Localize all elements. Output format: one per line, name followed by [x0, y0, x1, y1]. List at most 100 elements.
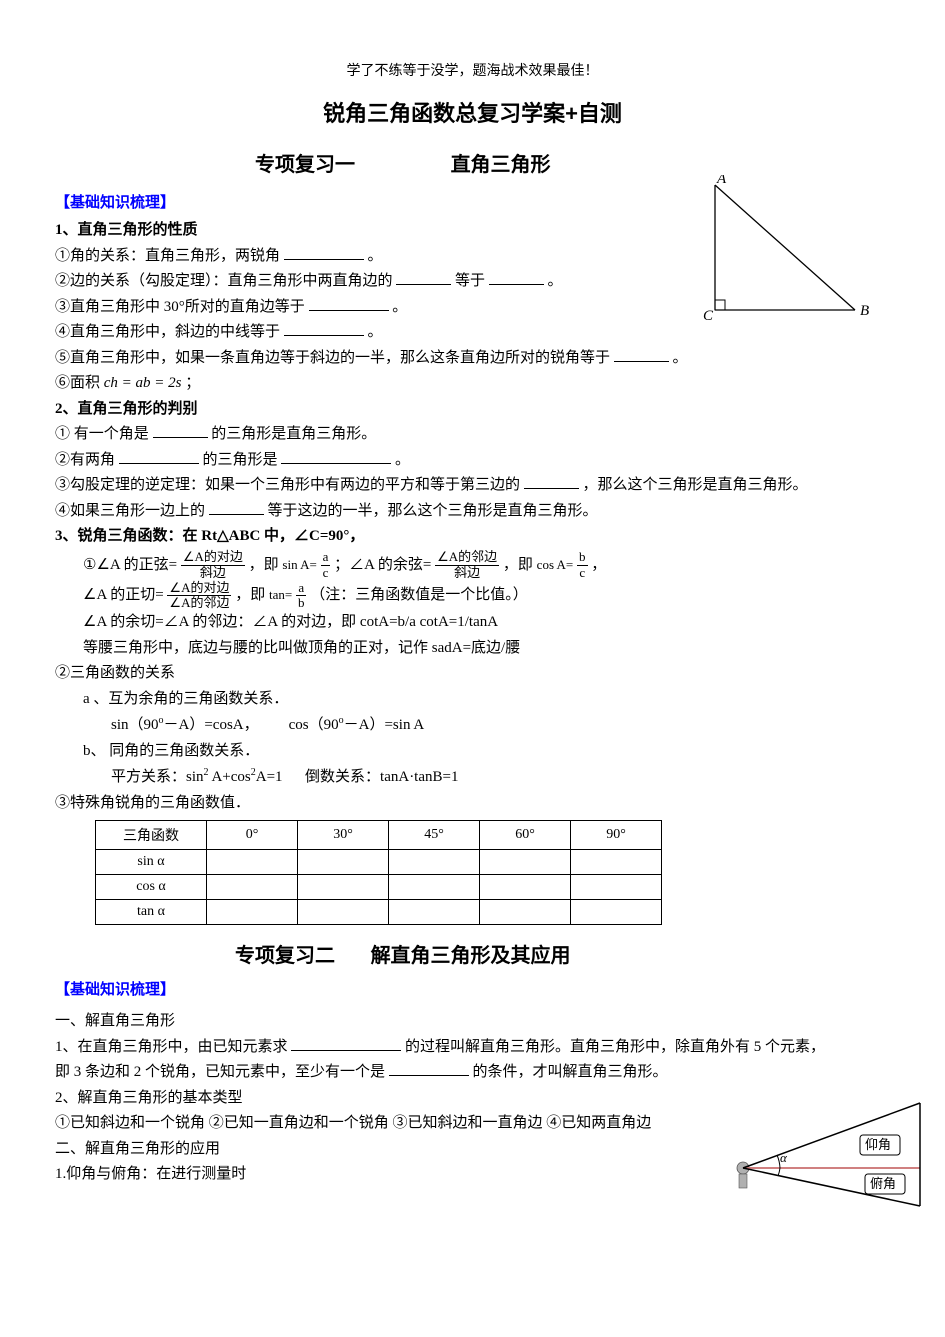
s2-line-1b: 的过程叫解直角三角形。直角三角形中，除直角外有 5 个元素，: [405, 1039, 825, 1055]
elevation-label: 仰角: [865, 1137, 891, 1152]
table-header-60: 60°: [480, 821, 571, 850]
blank-7: [153, 424, 208, 439]
s2-line-2b: 的条件，才叫解直角三角形。: [473, 1064, 668, 1080]
cell-blank: [389, 900, 480, 925]
cell-blank: [298, 850, 389, 875]
cell-blank: [480, 850, 571, 875]
line-1b: 。: [368, 248, 383, 264]
line-6a: ⑥面积: [55, 375, 104, 391]
s2-line-2a: 即 3 条边和 2 个锐角，已知元素中，至少有一个是: [55, 1064, 385, 1080]
table-header-30: 30°: [298, 821, 389, 850]
line-1a: ①角的关系：直角三角形，两锐角: [55, 248, 280, 264]
heading-1-3: 3、锐角三角函数：在 Rt△ABC 中，∠C=90°，: [55, 528, 364, 544]
cell-blank: [480, 900, 571, 925]
line-8b: 的三角形是: [203, 452, 278, 468]
blank-10: [209, 500, 264, 515]
subtitle-2-right: 解直角三角形及其应用: [371, 945, 571, 967]
cell-blank: [389, 875, 480, 900]
line-3b: 。: [392, 299, 407, 315]
cell-blank: [571, 875, 662, 900]
line-8a: ②有两角: [55, 452, 115, 468]
blank-3: [309, 296, 389, 311]
line-7b: 的三角形是直角三角形。: [211, 426, 376, 442]
line-11b: ，即: [249, 557, 279, 573]
trig-value-table: 三角函数 0° 30° 45° 60° 90° sin α cos α tan …: [95, 820, 662, 925]
frac-tan-def: ∠A的对边∠A的邻边: [167, 581, 231, 611]
frac-sin-val: ac: [321, 550, 331, 580]
section-header-2: 【基础知识梳理】: [55, 978, 890, 999]
cell-blank: [298, 875, 389, 900]
cell-blank: [207, 875, 298, 900]
line-13: ∠A 的余切=∠A 的邻边：∠A 的对边，即 cotA=b/a cotA=1/t…: [55, 610, 890, 636]
line-11c: ；∠A 的余弦=: [334, 557, 431, 573]
elevation-angle-figure: α 仰角 俯角: [725, 1098, 925, 1218]
blank-4: [284, 322, 364, 337]
table-header-func: 三角函数: [96, 821, 207, 850]
sin-eq-label: sin A=: [282, 557, 316, 572]
table-header-90: 90°: [571, 821, 662, 850]
cell-blank: [207, 900, 298, 925]
depression-label: 俯角: [870, 1176, 896, 1191]
line-10a: ④如果三角形一边上的: [55, 503, 205, 519]
line-20: ③特殊角锐角的三角函数值．: [55, 791, 890, 817]
blank-2b: [489, 271, 544, 286]
blank-s2-1: [291, 1036, 401, 1051]
frac-cos-def: ∠A的邻边斜边: [435, 550, 499, 580]
vertex-a-label: A: [716, 175, 727, 187]
subtitle-1: 专项复习一 直角三角形: [55, 148, 890, 177]
line-19: 平方关系：sin2 A+cos2A=1 倒数关系：tanA·tanB=1: [55, 764, 890, 791]
line-18: b、 同角的三角函数关系．: [55, 739, 890, 765]
line-3a: ③直角三角形中 30°所对的直角边等于: [55, 299, 305, 315]
table-row: cos α: [96, 875, 662, 900]
line-11e: ，: [591, 557, 606, 573]
table-row: sin α: [96, 850, 662, 875]
subtitle-2-left: 专项复习二: [235, 945, 335, 967]
line-7a: ① 有一个角是: [55, 426, 149, 442]
cell-blank: [207, 850, 298, 875]
line-4a: ④直角三角形中，斜边的中线等于: [55, 324, 280, 340]
line-6b: ；: [185, 375, 200, 391]
line-2a: ②边的关系（勾股定理）：直角三角形中两直角边的: [55, 273, 393, 289]
blank-5: [614, 347, 669, 362]
area-formula: ch = ab = 2s: [104, 375, 182, 391]
cell-blank: [389, 850, 480, 875]
line-8c: 。: [395, 452, 410, 468]
vertex-b-label: B: [860, 303, 869, 319]
line-10b: 等于这边的一半，那么这个三角形是直角三角形。: [268, 503, 598, 519]
blank-1: [284, 245, 364, 260]
heading-1-1: 1、直角三角形的性质: [55, 222, 198, 238]
line-17: sin（90o－A）=cosA， cos（90o－A）=sin A: [55, 712, 890, 739]
table-header-45: 45°: [389, 821, 480, 850]
line-9a: ③勾股定理的逆定理：如果一个三角形中有两边的平方和等于第三边的: [55, 477, 520, 493]
row-sin-label: sin α: [96, 850, 207, 875]
svg-text:α: α: [780, 1150, 788, 1165]
line-12c: （注：三角函数值是一个比值。）: [310, 587, 528, 603]
tan-eq-label: tan=: [269, 587, 292, 602]
frac-sin-def: ∠A的对边斜边: [181, 550, 245, 580]
s2-line-1a: 1、在直角三角形中，由已知元素求: [55, 1039, 288, 1055]
line-5a: ⑤直角三角形中，如果一条直角边等于斜边的一半，那么这条直角边所对的锐角等于: [55, 350, 610, 366]
blank-9: [524, 475, 579, 490]
line-9b: ，那么这个三角形是直角三角形。: [583, 477, 808, 493]
line-11a: ①∠A 的正弦=: [83, 557, 177, 573]
table-row: tan α: [96, 900, 662, 925]
row-cos-label: cos α: [96, 875, 207, 900]
frac-tan-val: ab: [296, 581, 307, 611]
cell-blank: [298, 900, 389, 925]
heading-2-1: 一、解直角三角形: [55, 1009, 890, 1035]
vertex-c-label: C: [703, 308, 714, 324]
line-4b: 。: [368, 324, 383, 340]
line-2c: 。: [548, 273, 563, 289]
line-15: ②三角函数的关系: [55, 661, 890, 687]
right-triangle-figure: A B C: [695, 175, 875, 325]
blank-s2-2: [389, 1062, 469, 1077]
cell-blank: [480, 875, 571, 900]
blank-8b: [281, 449, 391, 464]
heading-1-2: 2、直角三角形的判别: [55, 401, 198, 417]
line-12b: ，即: [235, 587, 265, 603]
line-16: a 、互为余角的三角函数关系．: [55, 687, 890, 713]
subtitle-1-left: 专项复习一: [255, 148, 355, 177]
cos-eq-label: cos A=: [537, 557, 574, 572]
line-14: 等腰三角形中，底边与腰的比叫做顶角的正对，记作 sadA=底边/腰: [55, 636, 890, 662]
subtitle-1-right: 直角三角形: [451, 148, 551, 177]
